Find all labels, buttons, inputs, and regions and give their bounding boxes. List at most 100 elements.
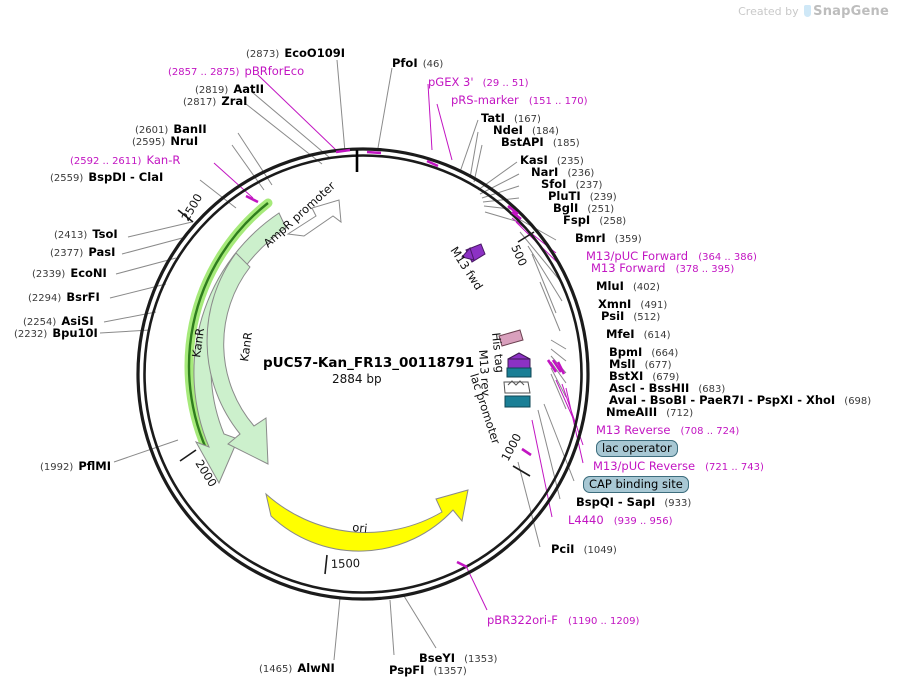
- label-position: (1190 .. 1209): [567, 616, 640, 627]
- label-econi[interactable]: (2339) EcoNI: [32, 264, 107, 280]
- label-position: (2377): [50, 248, 84, 259]
- label-tsoi[interactable]: (2413) TsoI: [54, 225, 118, 241]
- label-bpu10i[interactable]: (2232) Bpu10I: [14, 324, 98, 340]
- label-fspi[interactable]: FspI (258): [563, 211, 626, 227]
- label-bsrfi[interactable]: (2294) BsrFI: [28, 288, 100, 304]
- label-avai-bsobi-paer7i-pspxi-xhoi[interactable]: AvaI - BsoBI - PaeR7I - PspXI - XhoI (69…: [609, 391, 871, 407]
- label-enzyme: PflMI: [78, 459, 112, 473]
- label-kan-r[interactable]: (2592 .. 2611) Kan-R: [70, 151, 180, 167]
- feature-lac-operator-box: [506, 367, 532, 378]
- label-position: (1465): [259, 664, 293, 675]
- label-feature: M13 Forward: [591, 261, 666, 275]
- label-asci-bsshii[interactable]: AscI - BssHII (683): [609, 379, 725, 395]
- label-position: (359): [614, 234, 642, 245]
- label-bspqi-sapi[interactable]: BspQI - SapI (933): [576, 493, 691, 509]
- label-m13-forward[interactable]: M13 Forward (378 .. 395): [591, 259, 734, 275]
- label-enzyme: BspDI - ClaI: [88, 170, 164, 184]
- label-position: (933): [664, 498, 692, 509]
- label-plutti[interactable]: PluTI (239): [548, 187, 617, 203]
- label-mfei[interactable]: MfeI (614): [606, 325, 671, 341]
- label-bspdi-clai[interactable]: (2559) BspDI - ClaI: [50, 168, 163, 184]
- label-pgex3[interactable]: pGEX 3' (29 .. 51): [428, 73, 529, 89]
- label-kasi[interactable]: KasI (235): [520, 151, 584, 167]
- label-enzyme: AlwNI: [297, 661, 335, 675]
- label-msli[interactable]: MslI (677): [609, 355, 672, 371]
- label-prs-marker[interactable]: pRS-marker (151 .. 170): [451, 91, 588, 107]
- plasmid-backbone: [136, 147, 590, 601]
- label-enzyme: AscI - BssHII: [609, 381, 690, 395]
- label-ndei[interactable]: NdeI (184): [493, 121, 559, 137]
- label-position: (677): [644, 360, 672, 371]
- label-cap-binding-site-boxed[interactable]: CAP binding site: [583, 475, 689, 493]
- label-bstxi[interactable]: BstXI (679): [609, 367, 679, 383]
- label-pfoi[interactable]: PfoI (46): [392, 54, 443, 70]
- label-nrui[interactable]: (2595) NruI: [132, 132, 198, 148]
- label-position: (2232): [14, 329, 48, 340]
- label-pflmi[interactable]: (1992) PflMI: [40, 457, 111, 473]
- label-enzyme: EcoNI: [70, 266, 107, 280]
- label-position: (1049): [583, 545, 617, 556]
- label-m13puc-forward[interactable]: M13/pUC Forward (364 .. 386): [586, 247, 757, 263]
- label-position: (491): [640, 300, 668, 311]
- label-pasi[interactable]: (2377) PasI: [50, 243, 115, 259]
- label-position: (2817): [183, 97, 217, 108]
- label-banii[interactable]: (2601) BanII: [135, 120, 207, 136]
- label-enzyme: MluI: [596, 279, 624, 293]
- plasmid-size: 2884 bp: [332, 372, 382, 386]
- label-enzyme: KasI: [520, 153, 548, 167]
- label-m13-reverse[interactable]: M13 Reverse (708 .. 724): [596, 421, 739, 437]
- label-position: (1353): [464, 654, 498, 665]
- label-pbr322ori-f[interactable]: pBR322ori-F (1190 .. 1209): [487, 611, 639, 627]
- label-enzyme: BmrI: [575, 231, 606, 245]
- label-ecoo109i[interactable]: (2873) EcoO109I: [246, 44, 345, 60]
- feature-kanr-inner: [206, 252, 269, 465]
- label-enzyme: NmeAIII: [606, 405, 658, 419]
- label-bgli[interactable]: BglI (251): [553, 199, 614, 215]
- label-zrai[interactable]: (2817) ZraI: [183, 92, 247, 108]
- label-position: (2294): [28, 293, 62, 304]
- label-m13puc-reverse[interactable]: M13/pUC Reverse (721 .. 743): [593, 457, 764, 473]
- label-position: (402): [632, 282, 660, 293]
- label-sfoi[interactable]: SfoI (237): [541, 175, 602, 191]
- label-position: (184): [532, 126, 559, 137]
- label-enzyme: BanII: [173, 122, 207, 136]
- label-tati[interactable]: TatI (167): [481, 109, 541, 125]
- label-enzyme: PfoI: [392, 56, 418, 70]
- label-mlui[interactable]: MluI (402): [596, 277, 660, 293]
- label-enzyme: BsrFI: [66, 290, 100, 304]
- label-nmeaiii[interactable]: NmeAIII (712): [606, 403, 693, 419]
- label-pcii[interactable]: PciI (1049): [551, 540, 617, 556]
- label-enzyme: BseYI: [419, 651, 456, 665]
- label-bmri[interactable]: BmrI (359): [575, 229, 642, 245]
- label-enzyme: AatII: [233, 82, 265, 96]
- label-enzyme: PspFI: [389, 663, 425, 677]
- label-l4440[interactable]: L4440 (939 .. 956): [568, 511, 672, 527]
- label-asisi[interactable]: (2254) AsiSI: [23, 312, 94, 328]
- label-enzyme: PsiI: [601, 309, 625, 323]
- label-xmni[interactable]: XmnI (491): [598, 295, 667, 311]
- label-position: (712): [666, 408, 694, 419]
- label-feature: pGEX 3': [428, 75, 474, 89]
- label-nari[interactable]: NarI (236): [531, 163, 594, 179]
- label-enzyme: Bpu10I: [52, 326, 98, 340]
- label-lac-operator-boxed[interactable]: lac operator: [596, 439, 678, 457]
- label-aatii[interactable]: (2819) AatII: [195, 80, 264, 96]
- tick-label-500: 500: [508, 243, 530, 269]
- label-alwni[interactable]: (1465) AlwNI: [259, 659, 335, 675]
- feature-ori: [265, 489, 469, 552]
- label-bpmi[interactable]: BpmI (664): [609, 343, 678, 359]
- label-bstapi[interactable]: BstAPI (185): [501, 133, 580, 149]
- feature-label-kanr-inner: KanR: [237, 331, 255, 362]
- label-position: (708 .. 724): [680, 426, 740, 437]
- label-feature: pBRforEco: [244, 64, 305, 78]
- label-enzyme: MfeI: [606, 327, 635, 341]
- label-pspfi[interactable]: PspFI (1357): [389, 661, 467, 677]
- label-bseyi[interactable]: BseYI (1353): [419, 649, 497, 665]
- feature-m13-fwd: [461, 243, 486, 263]
- label-position: (236): [567, 168, 595, 179]
- label-psii[interactable]: PsiI (512): [601, 307, 660, 323]
- label-enzyme: PciI: [551, 542, 575, 556]
- label-enzyme: MslI: [609, 357, 636, 371]
- label-feature: M13/pUC Forward: [586, 249, 689, 263]
- label-pbrforeco[interactable]: (2857 .. 2875) pBRforEco: [168, 62, 304, 78]
